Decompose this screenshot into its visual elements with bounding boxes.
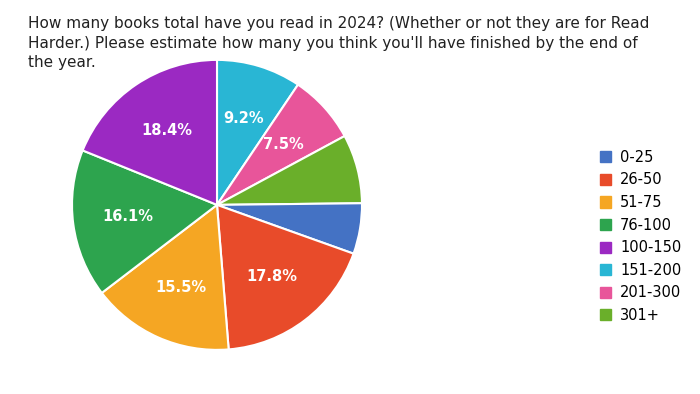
Text: 7.5%: 7.5%	[263, 137, 304, 152]
Text: 15.5%: 15.5%	[155, 279, 206, 294]
Wedge shape	[102, 205, 229, 350]
Text: 9.2%: 9.2%	[223, 112, 264, 126]
Legend: 0-25, 26-50, 51-75, 76-100, 100-150, 151-200, 201-300, 301+: 0-25, 26-50, 51-75, 76-100, 100-150, 151…	[595, 145, 686, 327]
Text: 18.4%: 18.4%	[141, 123, 192, 138]
Wedge shape	[217, 85, 344, 205]
Wedge shape	[83, 60, 217, 205]
Wedge shape	[217, 136, 362, 205]
Wedge shape	[217, 60, 298, 205]
Text: How many books total have you read in 2024? (Whether or not they are for Read
Ha: How many books total have you read in 20…	[28, 16, 650, 71]
Text: 16.1%: 16.1%	[102, 209, 153, 224]
Wedge shape	[217, 203, 362, 254]
Text: 17.8%: 17.8%	[246, 269, 298, 284]
Wedge shape	[72, 151, 217, 293]
Wedge shape	[217, 205, 354, 349]
